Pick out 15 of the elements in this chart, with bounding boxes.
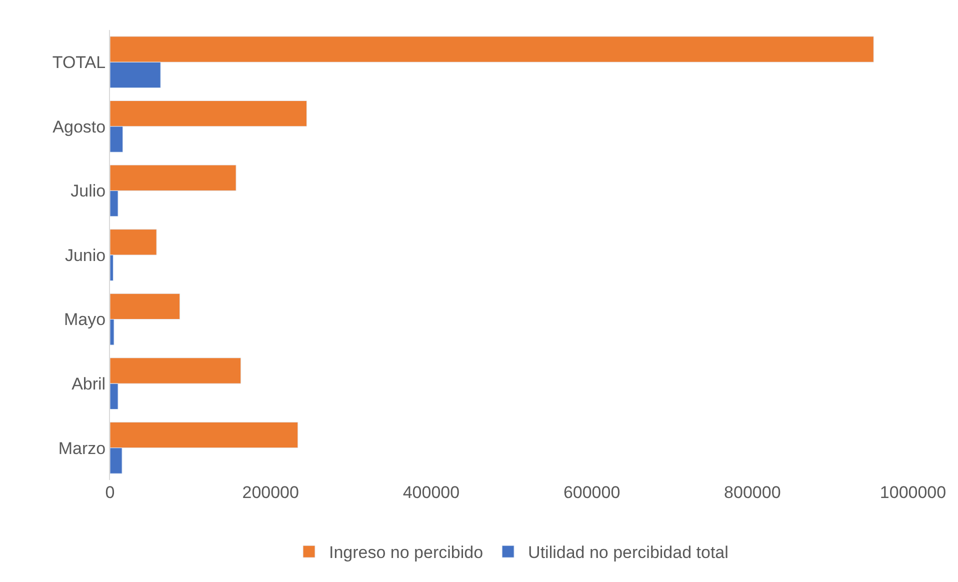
legend-label: Utilidad no percibidad total	[528, 543, 728, 562]
y-tick-label: TOTAL	[52, 53, 106, 72]
x-tick-label: 0	[105, 483, 115, 502]
y-tick-label: Junio	[64, 246, 106, 265]
x-tick-label: 400000	[402, 483, 460, 502]
y-tick-label: Marzo	[58, 438, 106, 458]
y-tick-label: Abril	[72, 374, 106, 394]
y-tick-label: Julio	[70, 182, 106, 201]
y-tick-label: Mayo	[64, 310, 106, 330]
x-tick-label: 200000	[242, 483, 299, 502]
legend-label: Ingreso no percibido	[329, 543, 484, 562]
x-tick-label: 800000	[724, 483, 781, 502]
x-tick-label: 1000000	[880, 483, 946, 502]
y-tick-label: Agosto	[52, 117, 106, 136]
x-tick-label: 600000	[563, 483, 620, 502]
